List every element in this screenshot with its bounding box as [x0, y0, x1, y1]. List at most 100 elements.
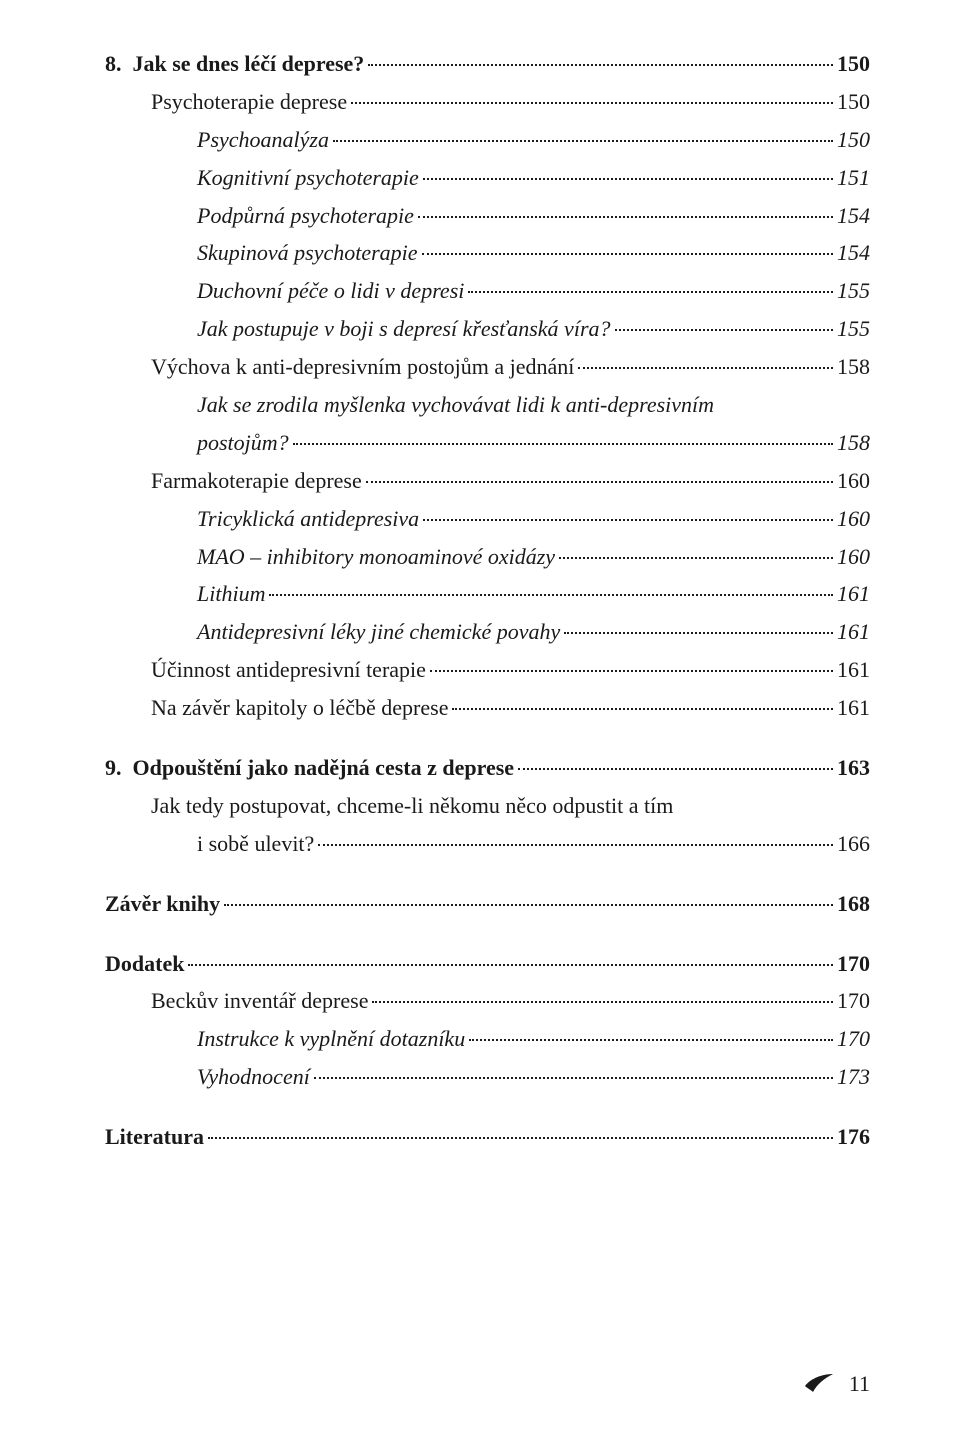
toc-entry-page: 160: [837, 465, 870, 497]
toc-entry: Kognitivní psychoterapie 151: [105, 162, 870, 194]
toc-entry-page: 154: [837, 200, 870, 232]
toc-entry-label: Vyhodnocení: [197, 1061, 310, 1093]
toc-entry: Beckův inventář deprese 170: [105, 985, 870, 1017]
page-footer: 11: [803, 1368, 870, 1399]
toc-entry-label: Tricyklická antidepresiva: [197, 503, 419, 535]
toc-entry-page: 150: [837, 86, 870, 118]
toc-leader-dots: [469, 1039, 833, 1041]
toc-leader-dots: [578, 367, 833, 369]
toc-entry: Lithium 161: [105, 578, 870, 610]
toc-entry-label: Psychoanalýza: [197, 124, 329, 156]
toc-entry-label: Dodatek: [105, 948, 184, 980]
toc-entry-page: 176: [837, 1121, 870, 1153]
toc-leader-dots: [188, 964, 833, 966]
toc-entry-page: 158: [837, 351, 870, 383]
toc-leader-dots: [368, 64, 833, 66]
toc-leader-dots: [293, 443, 833, 445]
toc-leader-dots: [452, 708, 833, 710]
toc-entry-page: 158: [837, 427, 870, 459]
toc-entry-wrap: Jak tedy postupovat, chceme-li někomu ně…: [105, 790, 870, 822]
toc-entry-page: 150: [837, 48, 870, 80]
swoosh-icon: [803, 1368, 835, 1399]
toc-leader-dots: [314, 1077, 833, 1079]
toc-entry-page: 161: [837, 578, 870, 610]
toc-entry: Tricyklická antidepresiva 160: [105, 503, 870, 535]
toc-entry: Literatura 176: [105, 1121, 870, 1153]
toc-gap: [105, 926, 870, 948]
toc-entry-label: postojům?: [197, 427, 289, 459]
toc-entry: 8. Jak se dnes léčí deprese? 150: [105, 48, 870, 80]
toc-leader-dots: [224, 904, 833, 906]
toc-leader-dots: [615, 329, 834, 331]
toc-entry-label: Psychoterapie deprese: [151, 86, 347, 118]
toc-entry-label: Skupinová psychoterapie: [197, 237, 418, 269]
toc-leader-dots: [422, 253, 833, 255]
toc-entry-page: 170: [837, 1023, 870, 1055]
toc-leader-dots: [333, 140, 833, 142]
toc-entry: Skupinová psychoterapie 154: [105, 237, 870, 269]
toc-entry-page: 155: [837, 313, 870, 345]
toc-entry-label: Jak tedy postupovat, chceme-li někomu ně…: [151, 790, 673, 822]
toc-entry-label: Beckův inventář deprese: [151, 985, 368, 1017]
toc-entry-label: Antidepresivní léky jiné chemické povahy: [197, 616, 560, 648]
toc-entry-label: 8. Jak se dnes léčí deprese?: [105, 48, 364, 80]
toc-entry: Jak postupuje v boji s depresí křesťansk…: [105, 313, 870, 345]
toc-entry-page: 168: [837, 888, 870, 920]
table-of-contents: 8. Jak se dnes léčí deprese?150Psychoter…: [105, 48, 870, 1153]
toc-entry: Psychoanalýza 150: [105, 124, 870, 156]
toc-gap: [105, 1099, 870, 1121]
toc-leader-dots: [564, 632, 833, 634]
toc-entry-page: 161: [837, 654, 870, 686]
toc-entry-page: 150: [837, 124, 870, 156]
toc-entry: Podpůrná psychoterapie 154: [105, 200, 870, 232]
toc-entry-label: Jak postupuje v boji s depresí křesťansk…: [197, 313, 611, 345]
toc-leader-dots: [559, 557, 833, 559]
toc-entry-label: Účinnost antidepresivní terapie: [151, 654, 426, 686]
toc-leader-dots: [372, 1001, 833, 1003]
toc-entry: i sobě ulevit?166: [105, 828, 870, 860]
toc-entry-page: 155: [837, 275, 870, 307]
toc-entry-label: Jak se zrodila myšlenka vychovávat lidi …: [197, 389, 714, 421]
toc-entry: Antidepresivní léky jiné chemické povahy…: [105, 616, 870, 648]
toc-entry-page: 173: [837, 1061, 870, 1093]
toc-gap: [105, 866, 870, 888]
toc-entry-label: Lithium: [197, 578, 265, 610]
toc-leader-dots: [208, 1137, 833, 1139]
toc-entry-label: Výchova k anti-depresivním postojům a je…: [151, 351, 574, 383]
toc-entry: Instrukce k vyplnění dotazníku 170: [105, 1023, 870, 1055]
toc-entry-label: Kognitivní psychoterapie: [197, 162, 419, 194]
toc-entry-label: Na závěr kapitoly o léčbě deprese: [151, 692, 448, 724]
toc-entry-page: 161: [837, 616, 870, 648]
toc-entry: Výchova k anti-depresivním postojům a je…: [105, 351, 870, 383]
toc-entry: 9. Odpouštění jako nadějná cesta z depre…: [105, 752, 870, 784]
toc-leader-dots: [518, 768, 833, 770]
toc-entry: Farmakoterapie deprese 160: [105, 465, 870, 497]
toc-entry-page: 151: [837, 162, 870, 194]
toc-leader-dots: [423, 519, 833, 521]
toc-entry: Závěr knihy 168: [105, 888, 870, 920]
toc-entry-page: 161: [837, 692, 870, 724]
toc-leader-dots: [423, 178, 833, 180]
toc-entry-page: 160: [837, 503, 870, 535]
toc-entry-label: Závěr knihy: [105, 888, 220, 920]
toc-entry-page: 170: [837, 985, 870, 1017]
toc-entry-label: Farmakoterapie deprese: [151, 465, 362, 497]
toc-entry-page: 166: [837, 828, 870, 860]
toc-entry: Dodatek170: [105, 948, 870, 980]
toc-entry: Vyhodnocení 173: [105, 1061, 870, 1093]
toc-entry-label: Podpůrná psychoterapie: [197, 200, 414, 232]
toc-leader-dots: [418, 216, 833, 218]
toc-entry-label: Instrukce k vyplnění dotazníku: [197, 1023, 465, 1055]
toc-entry-page: 160: [837, 541, 870, 573]
toc-leader-dots: [366, 481, 833, 483]
toc-entry: Duchovní péče o lidi v depresi155: [105, 275, 870, 307]
toc-gap: [105, 730, 870, 752]
toc-entry: Účinnost antidepresivní terapie 161: [105, 654, 870, 686]
toc-entry-page: 154: [837, 237, 870, 269]
toc-leader-dots: [351, 102, 833, 104]
toc-entry: Psychoterapie deprese 150: [105, 86, 870, 118]
toc-leader-dots: [269, 594, 833, 596]
toc-leader-dots: [430, 670, 833, 672]
toc-entry-label: Literatura: [105, 1121, 204, 1153]
toc-leader-dots: [318, 844, 833, 846]
